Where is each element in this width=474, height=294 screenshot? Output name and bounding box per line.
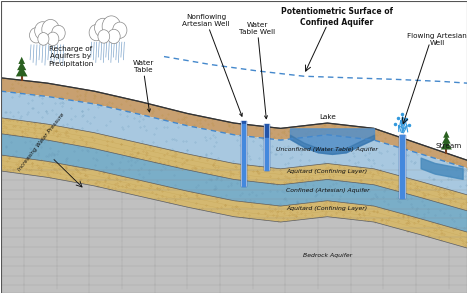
Circle shape [38,33,49,45]
Polygon shape [0,155,467,248]
Polygon shape [442,136,451,144]
Text: Lake: Lake [319,114,336,121]
Text: Water
Table Well: Water Table Well [239,22,275,119]
Circle shape [113,22,127,38]
Polygon shape [18,57,25,64]
Text: Confined (Artesian) Aquifer: Confined (Artesian) Aquifer [285,188,369,193]
Circle shape [29,28,43,43]
Text: Stream: Stream [436,143,462,148]
Polygon shape [443,131,449,138]
Circle shape [95,18,111,37]
Polygon shape [17,61,27,70]
Circle shape [98,30,109,43]
Polygon shape [0,78,467,168]
Polygon shape [0,1,467,160]
Text: Water
Table: Water Table [132,60,154,112]
Text: Aquitard (Confining Layer): Aquitard (Confining Layer) [287,206,368,211]
Circle shape [35,22,51,40]
Polygon shape [0,134,467,232]
Polygon shape [441,140,452,150]
Polygon shape [0,118,467,211]
Text: Aquitard (Confining Layer): Aquitard (Confining Layer) [287,169,368,174]
Text: Unconfined (Water Table) Aquifer: Unconfined (Water Table) Aquifer [276,147,378,152]
Text: Recharge of
Aquifers by
Precipitation: Recharge of Aquifers by Precipitation [48,46,93,67]
Circle shape [52,25,65,41]
Circle shape [47,32,59,46]
Text: Increasing Water Pressure: Increasing Water Pressure [17,112,65,172]
Text: Flowing Artesian
Well: Flowing Artesian Well [407,33,467,46]
Polygon shape [0,171,467,293]
Text: Bedrock Aquifer: Bedrock Aquifer [303,253,352,258]
Polygon shape [16,66,27,76]
Circle shape [42,19,59,39]
Circle shape [89,24,103,41]
Circle shape [108,29,120,44]
Polygon shape [0,91,467,195]
Text: Potentiometric Surface of
Confined Aquifer: Potentiometric Surface of Confined Aquif… [281,7,392,27]
Text: Nonflowing
Artesian Well: Nonflowing Artesian Well [182,14,242,116]
Circle shape [102,16,120,37]
